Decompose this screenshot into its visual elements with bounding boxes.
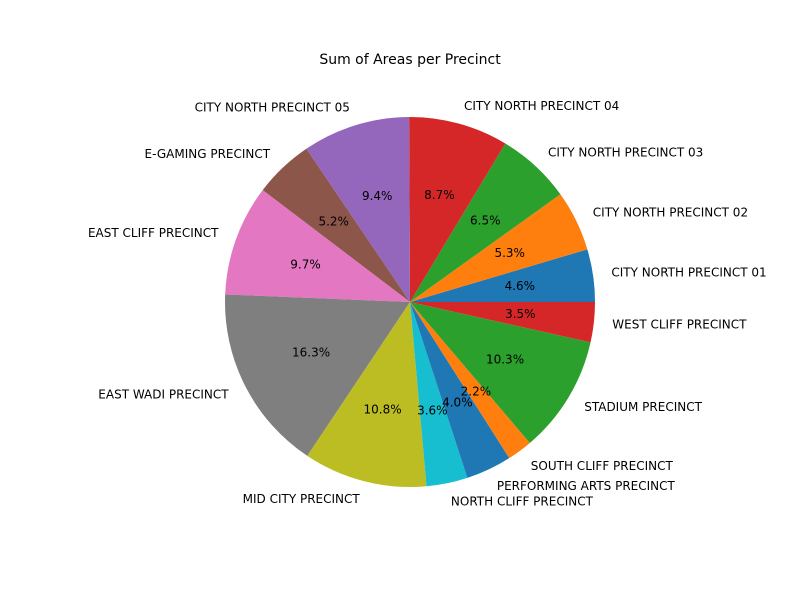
percent-labels: 4.6% 5.3% 6.5% 8.7% 9.4% 5.2% 9.7% 16.3% 10.8% 3.… xyxy=(290,188,535,418)
slice-label: CITY NORTH PRECINCT 03 xyxy=(548,145,703,159)
slice-label: EAST CLIFF PRECINCT xyxy=(88,226,219,240)
slice-label: SOUTH CLIFF PRECINCT xyxy=(531,459,674,473)
slice-label: NORTH CLIFF PRECINCT xyxy=(451,494,594,508)
percent-label: 4.0% xyxy=(442,395,473,409)
percent-label: 10.8% xyxy=(364,403,402,417)
percent-label: 5.3% xyxy=(494,246,525,260)
slice-label: PERFORMING ARTS PRECINCT xyxy=(497,479,676,493)
pie-slice xyxy=(410,249,595,302)
slice-label: STADIUM PRECINCT xyxy=(584,400,702,414)
slice-label: E-GAMING PRECINCT xyxy=(144,147,270,161)
pie-slice xyxy=(410,302,510,478)
slice-labels: CITY NORTH PRECINCT 01 CITY NORTH PRECINC… xyxy=(88,99,767,509)
pie-slice xyxy=(225,294,410,456)
pie-slice xyxy=(410,302,595,343)
slice-label: EAST WADI PRECINCT xyxy=(98,387,229,401)
pie-slice xyxy=(410,143,561,302)
pie-slice xyxy=(262,148,410,302)
percent-label: 9.7% xyxy=(290,257,321,271)
percent-label: 2.2% xyxy=(461,384,492,398)
percent-label: 10.3% xyxy=(486,352,524,366)
slice-label: MID CITY PRECINCT xyxy=(243,492,361,506)
pie-slice xyxy=(306,117,410,303)
percent-label: 3.6% xyxy=(417,404,448,418)
pie-slice xyxy=(410,302,530,459)
chart-title: Sum of Areas per Precinct xyxy=(319,52,501,68)
percent-label: 16.3% xyxy=(292,345,330,359)
percent-label: 8.7% xyxy=(424,188,455,202)
percent-label: 3.5% xyxy=(505,307,536,321)
percent-label: 4.6% xyxy=(505,279,536,293)
pie-slice xyxy=(225,190,410,302)
slice-label: CITY NORTH PRECINCT 04 xyxy=(464,99,619,113)
pie-slice xyxy=(410,302,591,443)
slice-label: CITY NORTH PRECINCT 01 xyxy=(611,266,766,280)
percent-label: 9.4% xyxy=(362,189,393,203)
pie-slice xyxy=(410,194,588,302)
slice-label: WEST CLIFF PRECINCT xyxy=(612,317,747,331)
pie-slice xyxy=(307,302,427,487)
pie-slice xyxy=(410,302,468,487)
pie-slice xyxy=(409,117,506,302)
slice-label: CITY NORTH PRECINCT 05 xyxy=(195,101,350,115)
pie-slices xyxy=(225,117,595,487)
percent-label: 6.5% xyxy=(470,213,501,227)
percent-label: 5.2% xyxy=(318,214,349,228)
slice-label: CITY NORTH PRECINCT 02 xyxy=(593,206,748,220)
